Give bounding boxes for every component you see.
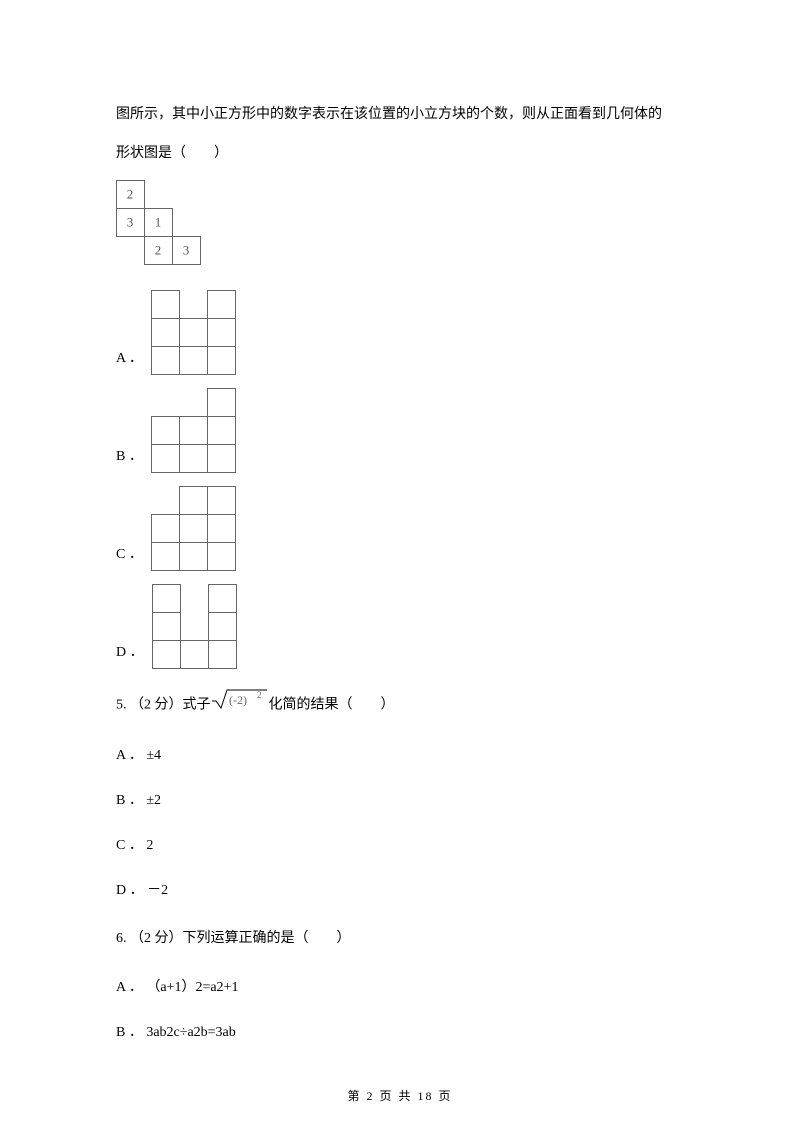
q5-prefix: 5. （2 分）式子 [116,698,211,713]
q4-option-c: C ． [116,486,684,572]
q5-option: C ． 2 [116,831,684,862]
svg-text:3: 3 [183,242,190,257]
q5-option: D ． －2 [116,876,684,907]
q5-options: A ． ±4 B ． ±2 C ． 2 D ． －2 [116,741,684,906]
q6-line: 6. （2 分）下列运算正确的是（ ） [116,924,684,955]
q5-option: A ． ±4 [116,741,684,772]
svg-text:2: 2 [257,690,262,700]
q6-options: A ． （a+1）2=a2+1 B ． 3ab2c÷a2b=3ab [116,973,684,1049]
intro-line-1: 图所示，其中小正方形中的数字表示在该位置的小立方块的个数，则从正面看到几何体的 [116,100,684,131]
grid-diagram [151,388,237,474]
svg-text:(-2): (-2) [229,693,247,707]
q5-suffix: 化简的结果（ ） [269,698,395,713]
stair-diagram: 2 3 1 2 3 [116,180,684,279]
q5-line: 5. （2 分）式子(-2)2化简的结果（ ） [116,688,684,723]
grid-diagram [151,486,237,572]
svg-text:2: 2 [127,186,134,201]
grid-diagram [151,290,237,376]
q4-option-a: A ． [116,290,684,376]
svg-text:2: 2 [155,242,162,257]
q6-option: B ． 3ab2c÷a2b=3ab [116,1018,684,1049]
option-label: B ． [116,442,143,475]
q5-option: B ． ±2 [116,786,684,817]
q4-options: A ． B ． C ． D ． [116,290,684,670]
q5-expr: (-2)2 [211,699,269,714]
page-footer: 第 2 页 共 18 页 [0,1087,800,1104]
option-label: A ． [116,344,143,377]
intro-line-2: 形状图是（ ） [116,139,684,170]
q6-option: A ． （a+1）2=a2+1 [116,973,684,1004]
grid-diagram [152,584,238,670]
option-label: D ． [116,638,144,671]
option-label: C ． [116,540,143,573]
q4-option-b: B ． [116,388,684,474]
q4-option-d: D ． [116,584,684,670]
page-content: 图所示，其中小正方形中的数字表示在该位置的小立方块的个数，则从正面看到几何体的 … [0,0,800,1103]
svg-text:1: 1 [155,214,162,229]
svg-text:3: 3 [127,214,134,229]
